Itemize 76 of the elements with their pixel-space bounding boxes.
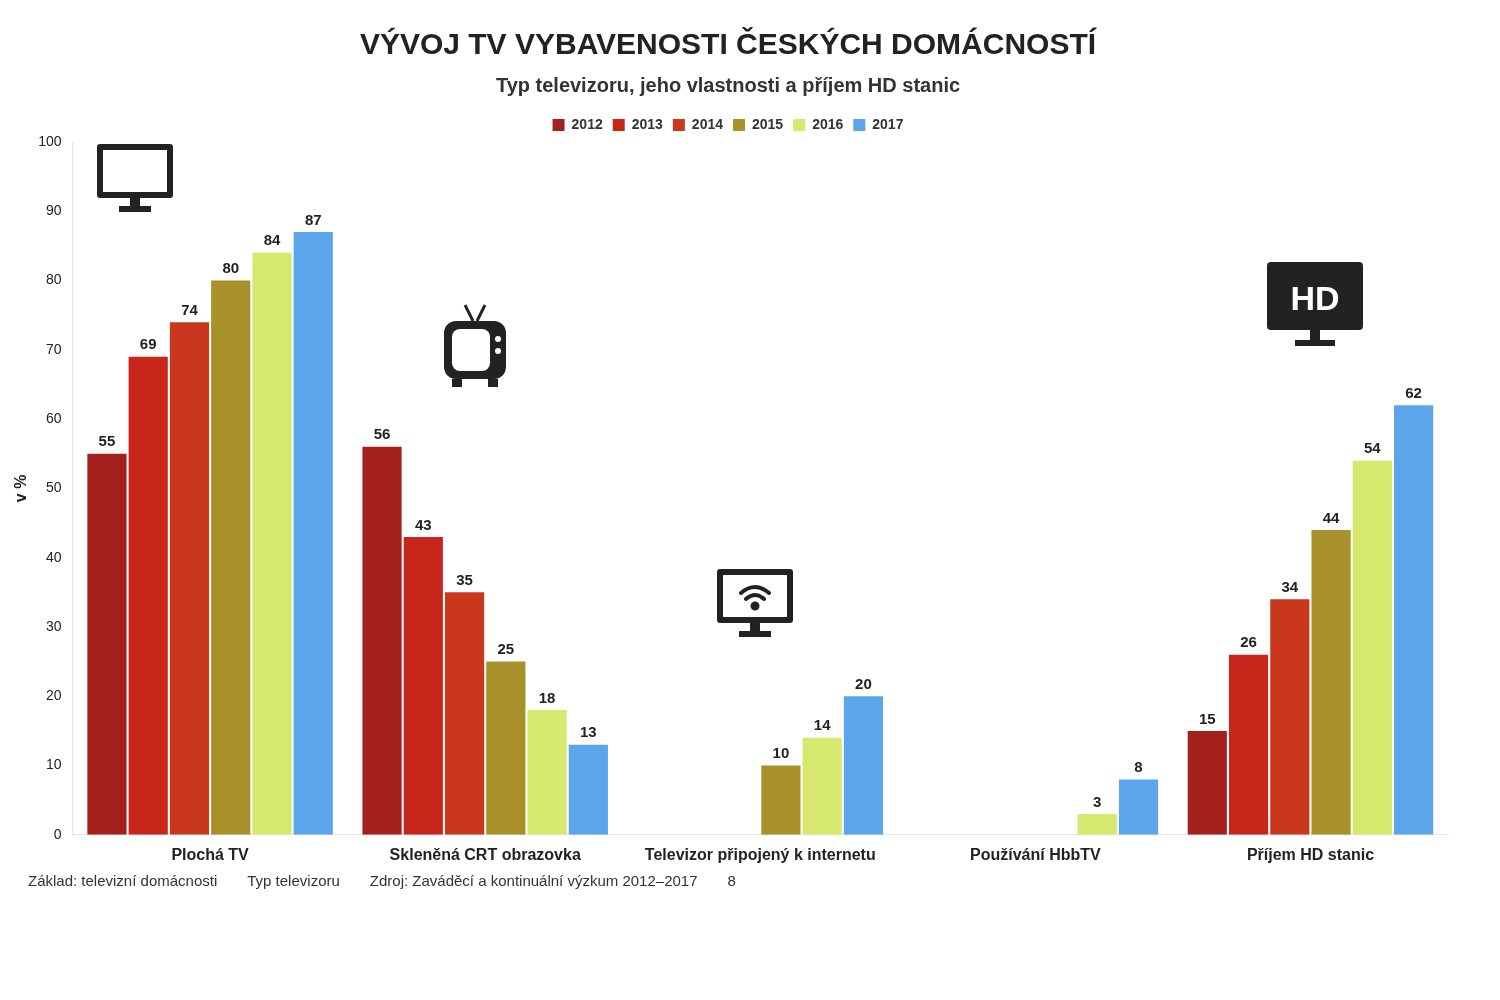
data-label: 35 — [456, 570, 473, 588]
bar — [1187, 730, 1227, 835]
data-label: 3 — [1093, 792, 1102, 810]
bar — [362, 446, 402, 835]
bar — [802, 737, 842, 835]
chart-subtitle: Typ televizoru, jeho vlastnosti a příjem HD stanic — [495, 73, 961, 96]
data-label: 74 — [181, 300, 199, 318]
y-tick-label: 80 — [45, 271, 62, 288]
bar — [444, 592, 485, 835]
data-label: 10 — [772, 744, 790, 762]
annotation: HD — [1290, 278, 1341, 317]
y-tick-label: 10 — [45, 756, 62, 773]
text: Zdroj: Zaváděcí a kontinuální výzkum 2012–2017 — [369, 872, 698, 889]
x-tick-label: Používání HbbTV — [970, 845, 1102, 863]
legend-label: 2014 — [691, 115, 724, 132]
text: Základ: televizní domácnosti — [28, 872, 218, 889]
data-label: 44 — [1322, 508, 1341, 526]
data-label: 69 — [139, 335, 157, 353]
bar — [527, 710, 567, 835]
bar — [1352, 460, 1392, 835]
data-label: 25 — [497, 640, 515, 658]
y-tick-label: 50 — [45, 479, 62, 496]
bar — [1270, 599, 1310, 835]
legend-label: 2016 — [812, 115, 844, 132]
y-tick-label: 20 — [45, 687, 62, 704]
data-label: 43 — [414, 515, 432, 533]
data-label: 26 — [1240, 633, 1257, 651]
y-tick-label: 90 — [45, 202, 62, 219]
data-label: 84 — [263, 231, 281, 249]
x-tick-label: Příjem HD stanic — [1246, 845, 1375, 863]
bar — [568, 744, 608, 835]
text: 8 — [727, 872, 736, 889]
data-label: 15 — [1198, 709, 1216, 727]
bar — [1311, 529, 1351, 835]
data-label: 54 — [1364, 439, 1382, 457]
bar — [403, 536, 443, 835]
bar — [169, 322, 210, 835]
y-tick-label: 60 — [45, 409, 62, 426]
bar — [87, 453, 127, 835]
y-axis-title: v % — [12, 474, 30, 503]
data-label: 55 — [98, 432, 116, 450]
y-tick-label: 40 — [45, 548, 62, 565]
bar — [1394, 405, 1434, 835]
x-tick-label: Televizor připojený k internetu — [644, 845, 876, 863]
y-tick-label: 100 — [38, 132, 62, 149]
bar — [843, 696, 884, 835]
legend-label: 2013 — [631, 115, 664, 132]
bar — [1228, 654, 1269, 835]
y-tick-label: 70 — [45, 340, 62, 357]
bar — [211, 280, 251, 835]
x-tick-label: Plochá TV — [171, 845, 250, 863]
data-label: 87 — [304, 210, 322, 228]
data-label: 8 — [1134, 758, 1143, 776]
legend-label: 2015 — [752, 115, 784, 132]
legend-label: 2012 — [571, 115, 603, 132]
data-label: 18 — [538, 688, 556, 706]
bar — [252, 252, 292, 835]
data-label: 34 — [1281, 577, 1299, 595]
bar — [1118, 779, 1159, 835]
data-label: 13 — [580, 723, 597, 741]
y-tick-label: 0 — [53, 825, 62, 842]
bar — [128, 356, 168, 835]
chart-title: VÝVOJ TV VYBAVENOSTI ČESKÝCH DOMÁCNOSTÍ — [359, 27, 1097, 61]
legend-label: 2017 — [872, 115, 904, 132]
text: Typ televizoru — [247, 872, 340, 889]
y-tick-label: 30 — [45, 617, 62, 634]
data-label: 56 — [373, 425, 391, 443]
data-label: 14 — [813, 716, 832, 734]
data-label: 62 — [1405, 383, 1422, 401]
bar — [486, 661, 526, 835]
data-label: 20 — [855, 674, 872, 692]
bar — [761, 765, 801, 835]
bar — [293, 232, 333, 835]
bar — [1077, 814, 1117, 835]
x-tick-label: Skleněná CRT obrazovka — [389, 845, 581, 863]
data-label: 80 — [222, 259, 240, 277]
